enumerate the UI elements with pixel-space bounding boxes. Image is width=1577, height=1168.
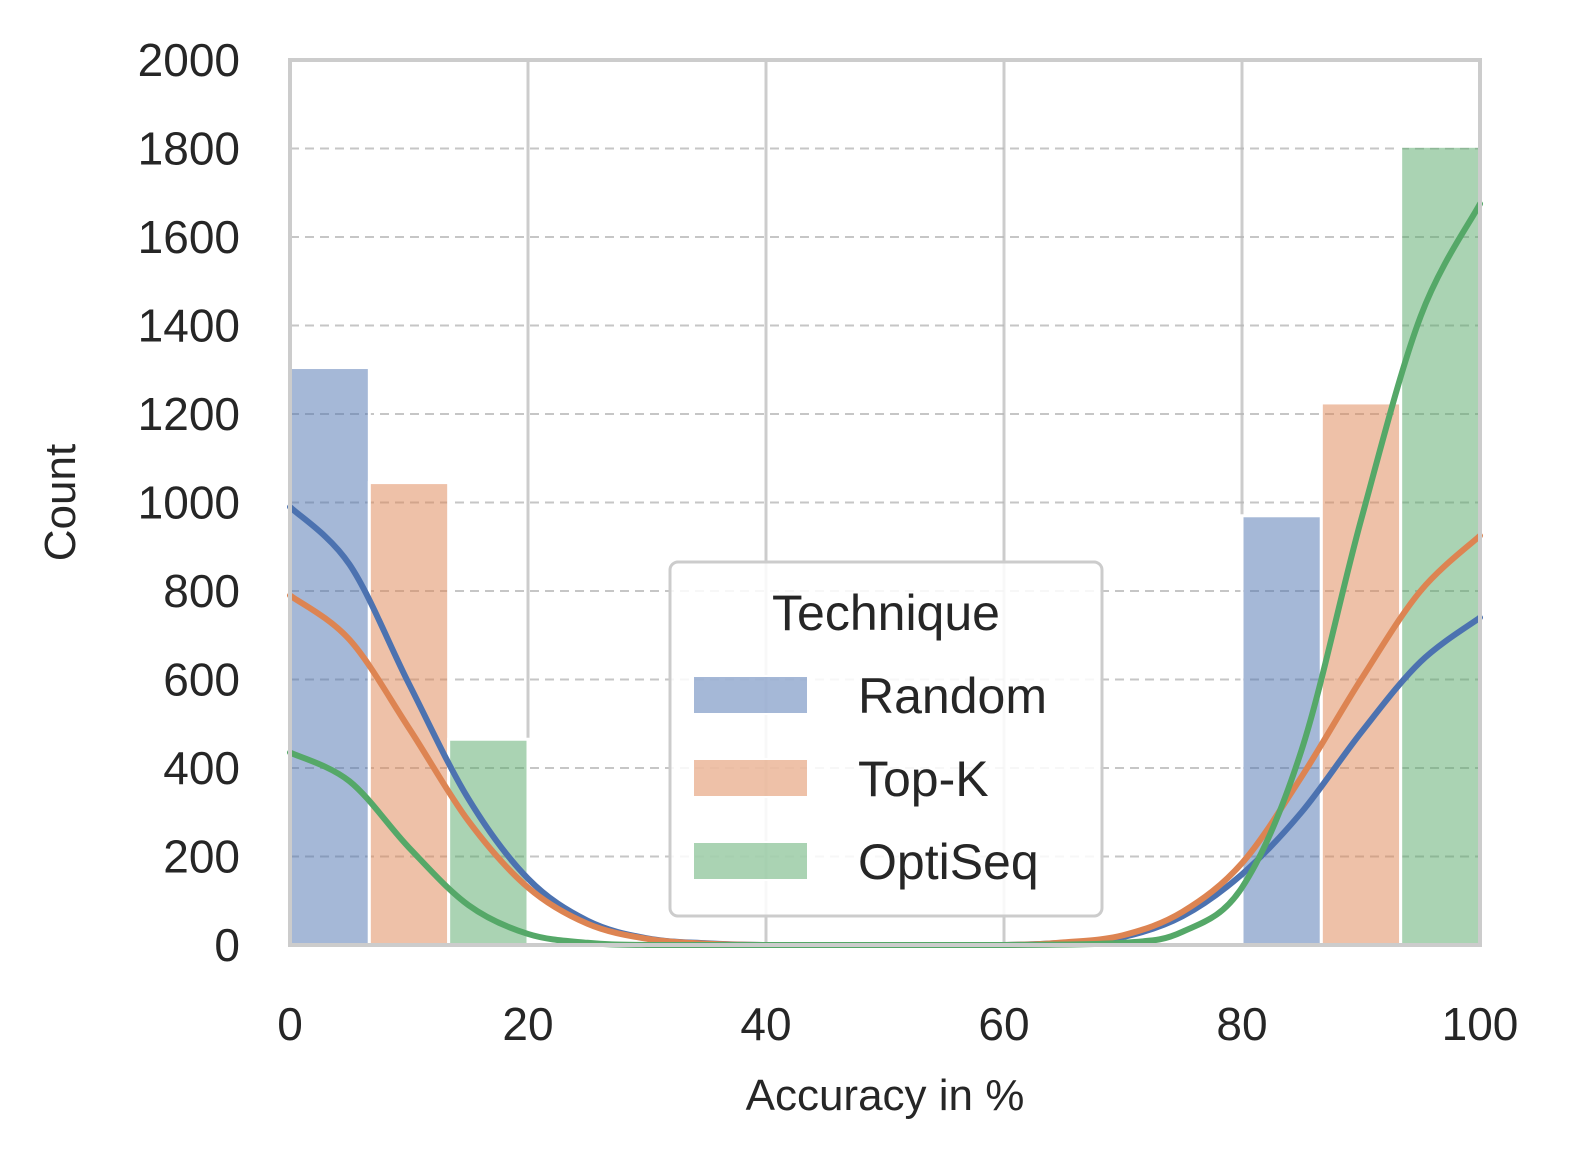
legend-swatch-optiseq (692, 841, 809, 881)
tick-labels: 0 20 40 60 80 1000200400600800100012001400160… (138, 34, 1519, 1050)
x-tick-label: 100 (1442, 998, 1519, 1050)
y-axis-label: Count (36, 444, 85, 561)
y-tick-label: 1800 (138, 123, 240, 175)
plot-frame (288, 58, 1482, 947)
x-tick-label: 20 (502, 998, 553, 1050)
y-tick-label: 400 (163, 742, 240, 794)
x-tick-label: 0 (277, 998, 303, 1050)
legend-label-top-k: Top-K (858, 751, 989, 807)
y-tick-label: 1000 (138, 477, 240, 529)
y-tick-label: 0 (214, 919, 240, 971)
y-tick-label: 1200 (138, 388, 240, 440)
legend-title: Technique (772, 585, 1000, 641)
y-tick-label: 1600 (138, 211, 240, 263)
legend-entries: Random Top-K OptiSeq (692, 668, 1047, 890)
x-tick-label: 40 (740, 998, 791, 1050)
x-tick-label: 60 (978, 998, 1029, 1050)
legend-box (668, 560, 1104, 918)
y-tick-label: 200 (163, 831, 240, 883)
legend: Technique Random Top-K OptiSeq (668, 560, 1104, 918)
legend-label-random: Random (858, 668, 1047, 724)
y-tick-label: 2000 (138, 34, 240, 86)
legend-label-optiseq: OptiSeq (858, 834, 1039, 890)
y-tick-label: 600 (163, 654, 240, 706)
y-tick-label: 800 (163, 565, 240, 617)
legend-swatch-random (692, 675, 809, 715)
x-axis-label: Accuracy in % (746, 1071, 1025, 1120)
y-tick-label: 1400 (138, 300, 240, 352)
bar-random-bin-0 (288, 366, 371, 947)
x-tick-label: 80 (1216, 998, 1267, 1050)
legend-swatch-top-k (692, 758, 809, 798)
